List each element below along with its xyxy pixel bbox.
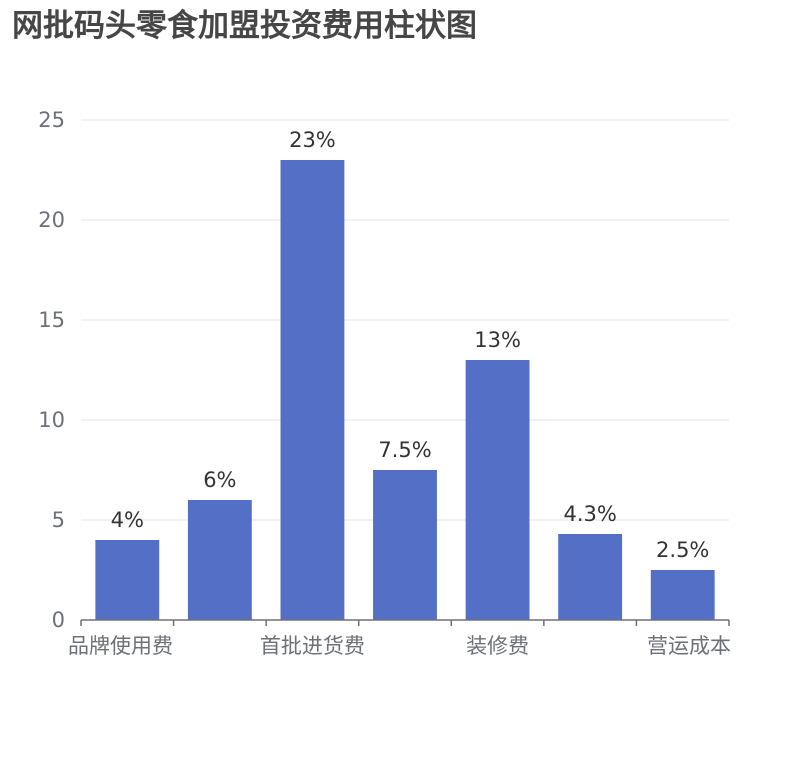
x-category-label: 营运成本: [647, 634, 731, 658]
data-label: 4%: [111, 508, 144, 532]
x-category-label: 装修费: [466, 634, 529, 658]
bar: [650, 570, 715, 620]
y-tick-label: 0: [52, 608, 65, 632]
data-label: 7.5%: [378, 438, 431, 462]
y-axis-ticks: 0 5 10 15 20 25: [38, 108, 65, 632]
bar: [280, 160, 345, 620]
chart-title: 网批码头零食加盟投资费用柱状图: [12, 8, 477, 44]
x-axis: 品牌使用费 首批进货费 装修费 营运成本: [68, 619, 731, 658]
data-label: 4.3%: [563, 502, 616, 526]
data-label: 2.5%: [656, 538, 709, 562]
bar: [558, 534, 623, 620]
bar: [465, 360, 530, 620]
y-tick-label: 20: [38, 208, 65, 232]
data-label: 6%: [203, 468, 236, 492]
y-tick-label: 10: [38, 408, 65, 432]
bar: [95, 540, 160, 620]
data-labels: 4% 6% 23% 7.5% 13% 4.3% 2.5%: [111, 128, 710, 562]
x-category-label: 品牌使用费: [68, 634, 173, 658]
bar: [187, 500, 252, 620]
y-tick-label: 25: [38, 108, 65, 132]
y-tick-label: 15: [38, 308, 65, 332]
bars: [95, 160, 715, 620]
y-tick-label: 5: [52, 508, 65, 532]
bar: [373, 470, 437, 620]
data-label: 23%: [289, 128, 336, 152]
data-label: 13%: [474, 328, 521, 352]
x-category-label: 首批进货费: [260, 634, 365, 658]
